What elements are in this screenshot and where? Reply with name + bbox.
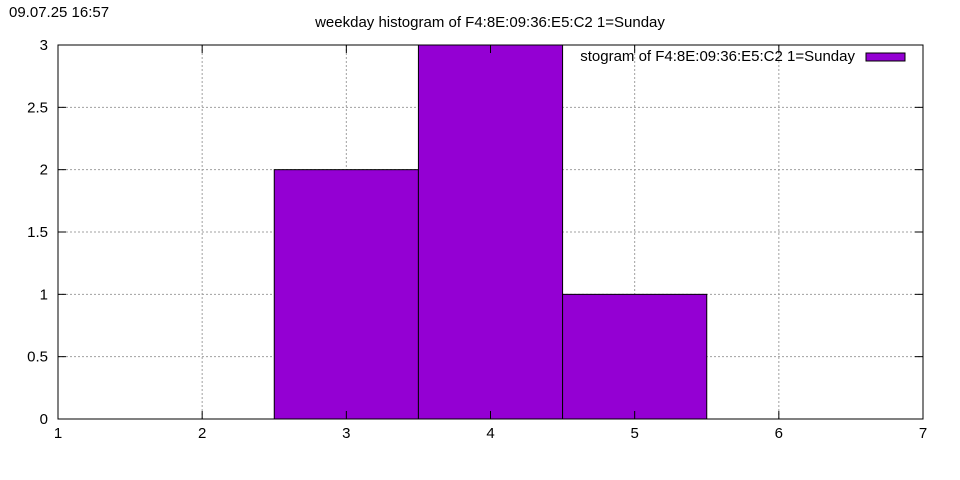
x-tick-label: 2 <box>198 425 206 442</box>
histogram-bar <box>273 169 419 420</box>
y-tick-label: 2 <box>40 162 48 179</box>
legend: stogram of F4:8E:09:36:E5:C2 1=Sunday <box>580 48 906 65</box>
y-tick-label: 0.5 <box>27 349 48 366</box>
y-tick-label: 2.5 <box>27 99 48 116</box>
x-tick-label: 4 <box>486 425 494 442</box>
x-tick-label: 3 <box>342 425 350 442</box>
y-tick-label: 1.5 <box>27 224 48 241</box>
histogram-bar <box>562 293 708 420</box>
x-tick-label: 6 <box>775 425 783 442</box>
x-tick-label: 1 <box>54 425 62 442</box>
y-tick-labels: 0 0.5 1 1.5 2 2.5 3 <box>27 37 48 428</box>
ticks <box>57 44 924 420</box>
x-tick-label: 7 <box>919 425 927 442</box>
histogram-bar <box>417 44 564 420</box>
bars <box>273 44 708 420</box>
x-tick-labels: 1 2 3 4 5 6 7 <box>54 425 927 442</box>
y-tick-label: 1 <box>40 286 48 303</box>
chart-title: weekday histogram of F4:8E:09:36:E5:C2 1… <box>314 14 665 31</box>
y-tick-label: 3 <box>40 37 48 54</box>
legend-label: stogram of F4:8E:09:36:E5:C2 1=Sunday <box>580 48 855 65</box>
timestamp: 09.07.25 16:57 <box>9 4 110 21</box>
legend-swatch <box>865 52 906 62</box>
y-tick-label: 0 <box>40 411 48 428</box>
x-tick-label: 5 <box>630 425 638 442</box>
